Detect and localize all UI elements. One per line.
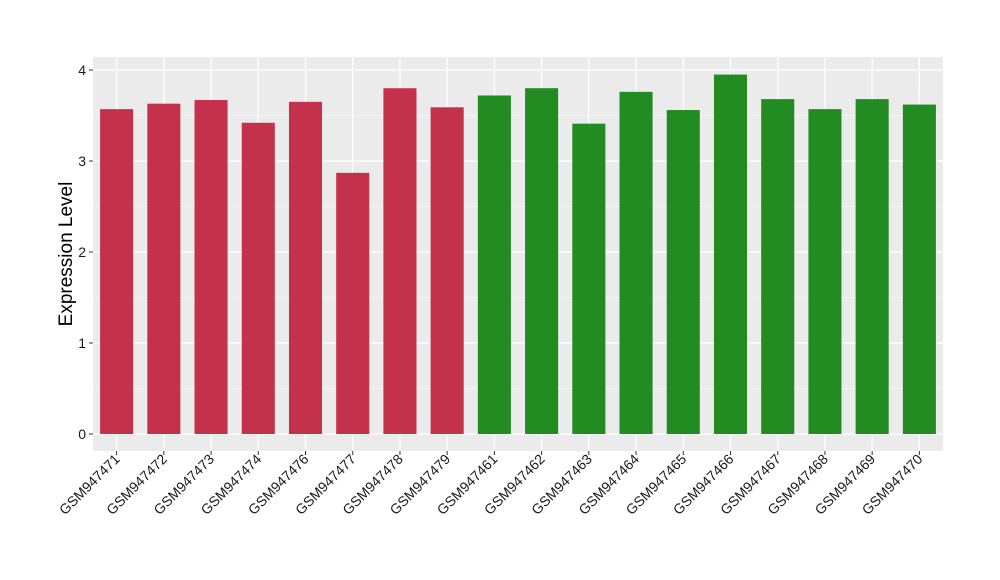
bar-GSM947464 [619,91,653,434]
bar-GSM947476 [288,101,323,434]
bar-GSM947477 [336,172,370,434]
bar-GSM947471 [100,109,134,434]
bar-GSM947479 [430,107,464,434]
y-tick-label: 2 [78,244,86,260]
y-axis-ticks: 0 1 2 3 4 [78,62,93,442]
bar-GSM947470 [902,104,936,434]
bar-GSM947469 [855,99,889,435]
bars [100,74,936,435]
bar-GSM947461 [477,95,511,434]
bar-GSM947478 [383,88,417,434]
y-tick-label: 4 [78,62,86,78]
y-tick-label: 3 [78,153,86,169]
y-axis-title: Expression Level [56,182,77,327]
plot-panel [93,57,943,451]
bar-GSM947466 [713,74,748,435]
grid-minor [93,115,943,389]
x-axis-ticks: GSM947471GSM947472GSM947473GSM947474GSM9… [56,451,926,518]
bar-GSM947473 [194,100,228,434]
bar-GSM947467 [761,99,795,435]
bar-GSM947465 [666,110,700,434]
y-tick-label: 1 [78,335,86,351]
bar-GSM947468 [808,109,842,434]
bar-GSM947463 [572,123,606,434]
bar-GSM947462 [525,88,559,434]
bar-GSM947472 [147,103,181,435]
bar-GSM947474 [241,122,275,434]
y-tick-label: 0 [78,426,86,442]
